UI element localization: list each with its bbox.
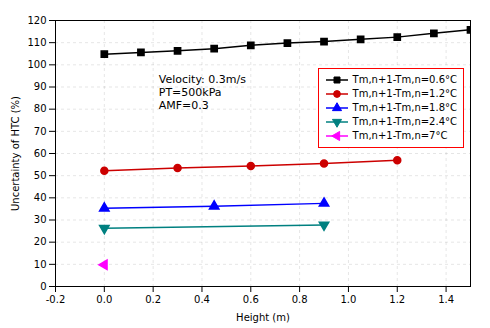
svg-text:90: 90 bbox=[34, 81, 47, 92]
svg-text:40: 40 bbox=[34, 192, 47, 203]
svg-text:0.6: 0.6 bbox=[243, 294, 259, 305]
html-text:AMF=0.3: AMF=0.3 bbox=[158, 99, 209, 113]
svg-text:100: 100 bbox=[27, 59, 46, 70]
svg-text:120: 120 bbox=[27, 15, 46, 26]
svg-text:Height (m): Height (m) bbox=[236, 312, 290, 323]
svg-text:30: 30 bbox=[34, 214, 47, 225]
svg-text:80: 80 bbox=[34, 103, 47, 114]
html-text:Velocity: 0.3m/s: Velocity: 0.3m/s bbox=[158, 73, 246, 87]
html-text:Tm,n+1-Tm,n=7°C: Tm,n+1-Tm,n=7°C bbox=[352, 129, 448, 141]
svg-text:10: 10 bbox=[34, 259, 47, 270]
svg-text:20: 20 bbox=[34, 236, 47, 247]
html-text:Tm,n+1-Tm,n=0.6°C: Tm,n+1-Tm,n=0.6°C bbox=[352, 73, 457, 85]
svg-text:0.2: 0.2 bbox=[145, 294, 161, 305]
svg-text:Uncertainty of HTC (%): Uncertainty of HTC (%) bbox=[10, 96, 21, 211]
svg-text:1.0: 1.0 bbox=[340, 294, 356, 305]
svg-text:0.4: 0.4 bbox=[194, 294, 210, 305]
svg-text:110: 110 bbox=[27, 37, 46, 48]
svg-text:50: 50 bbox=[34, 170, 47, 181]
svg-text:1.2: 1.2 bbox=[389, 294, 405, 305]
svg-text:0.0: 0.0 bbox=[96, 294, 112, 305]
html-text:Tm,n+1-Tm,n=2.4°C: Tm,n+1-Tm,n=2.4°C bbox=[352, 115, 457, 127]
html-text:Tm,n+1-Tm,n=1.2°C: Tm,n+1-Tm,n=1.2°C bbox=[352, 87, 457, 99]
html-text:Tm,n+1-Tm,n=1.8°C: Tm,n+1-Tm,n=1.8°C bbox=[352, 101, 457, 113]
svg-text:0: 0 bbox=[40, 281, 46, 292]
svg-text:70: 70 bbox=[34, 126, 47, 137]
svg-text:0.8: 0.8 bbox=[292, 294, 308, 305]
svg-text:-0.2: -0.2 bbox=[46, 294, 66, 305]
svg-text:1.4: 1.4 bbox=[438, 294, 454, 305]
svg-text:60: 60 bbox=[34, 148, 47, 159]
html-text:PT=500kPa: PT=500kPa bbox=[158, 86, 222, 100]
